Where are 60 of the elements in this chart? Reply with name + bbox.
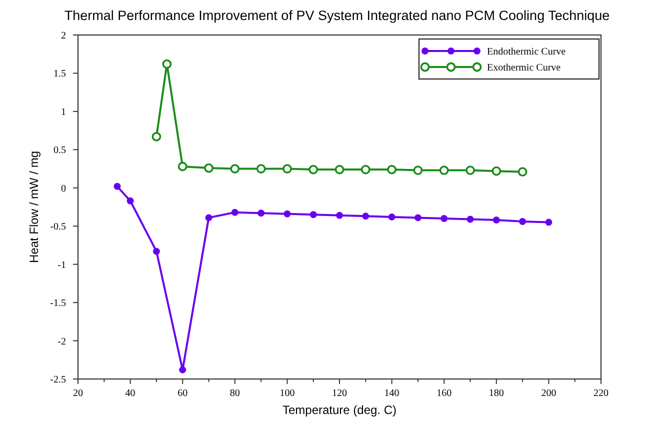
point	[387, 164, 396, 174]
point	[178, 162, 188, 172]
point	[282, 164, 292, 174]
x-tick-label: 180	[488, 388, 504, 399]
point	[152, 132, 162, 142]
y-tick-label: -2.5	[50, 374, 66, 386]
y-tick-label: 0	[61, 183, 66, 194]
legend-label: Endothermic Curve	[487, 46, 566, 58]
x-tick-label: 60	[178, 388, 188, 399]
x-tick-label: 220	[594, 388, 608, 399]
chart-title: Thermal Performance Improvement of PV System Integrated nano PCM Cooling Technique	[64, 8, 610, 23]
x-tick-label: 160	[436, 388, 452, 399]
y-axis-title: Heat Flow / mW / mg	[27, 150, 41, 264]
point	[334, 164, 344, 174]
point	[258, 210, 265, 217]
point	[256, 164, 266, 174]
x-tick-label: 20	[73, 388, 83, 399]
point	[545, 218, 552, 226]
y-tick-label: -0.5	[50, 222, 66, 233]
point	[310, 211, 317, 218]
x-tick-label: 100	[280, 388, 295, 399]
y-tick-label: 0.5	[54, 145, 66, 156]
point	[360, 164, 370, 174]
point	[162, 59, 172, 69]
point	[205, 214, 212, 222]
point	[414, 214, 422, 222]
point	[308, 164, 318, 174]
point	[336, 212, 343, 219]
point	[388, 213, 396, 220]
point	[179, 366, 186, 374]
point	[466, 166, 475, 176]
y-tick-label: 1.5	[54, 68, 66, 80]
point	[230, 164, 240, 174]
point	[204, 163, 214, 173]
point	[114, 182, 121, 190]
point	[413, 166, 423, 176]
point	[492, 166, 502, 176]
point	[440, 214, 448, 222]
y-tick-label: -1	[58, 260, 66, 271]
y-tick-label: 2	[61, 30, 66, 42]
x-tick-label: 200	[541, 388, 556, 399]
point	[466, 216, 474, 223]
x-axis-title: Temperature (deg. C)	[282, 403, 397, 417]
y-tick-label: 1	[61, 106, 66, 118]
x-tick-label: 40	[125, 388, 136, 399]
legend-label: Exothermic Curve	[487, 62, 562, 74]
point	[492, 216, 500, 224]
y-tick-label: -1.5	[50, 298, 66, 310]
x-tick-label: 140	[384, 388, 400, 399]
x-tick-label: 80	[230, 388, 240, 399]
point	[152, 248, 160, 255]
x-tick-label: 120	[332, 388, 347, 399]
point	[231, 208, 238, 216]
point	[362, 212, 370, 220]
point	[519, 218, 526, 226]
point	[518, 167, 528, 177]
point	[284, 210, 291, 218]
point	[126, 197, 134, 204]
point	[439, 166, 449, 176]
y-tick-label: -2	[58, 336, 66, 348]
